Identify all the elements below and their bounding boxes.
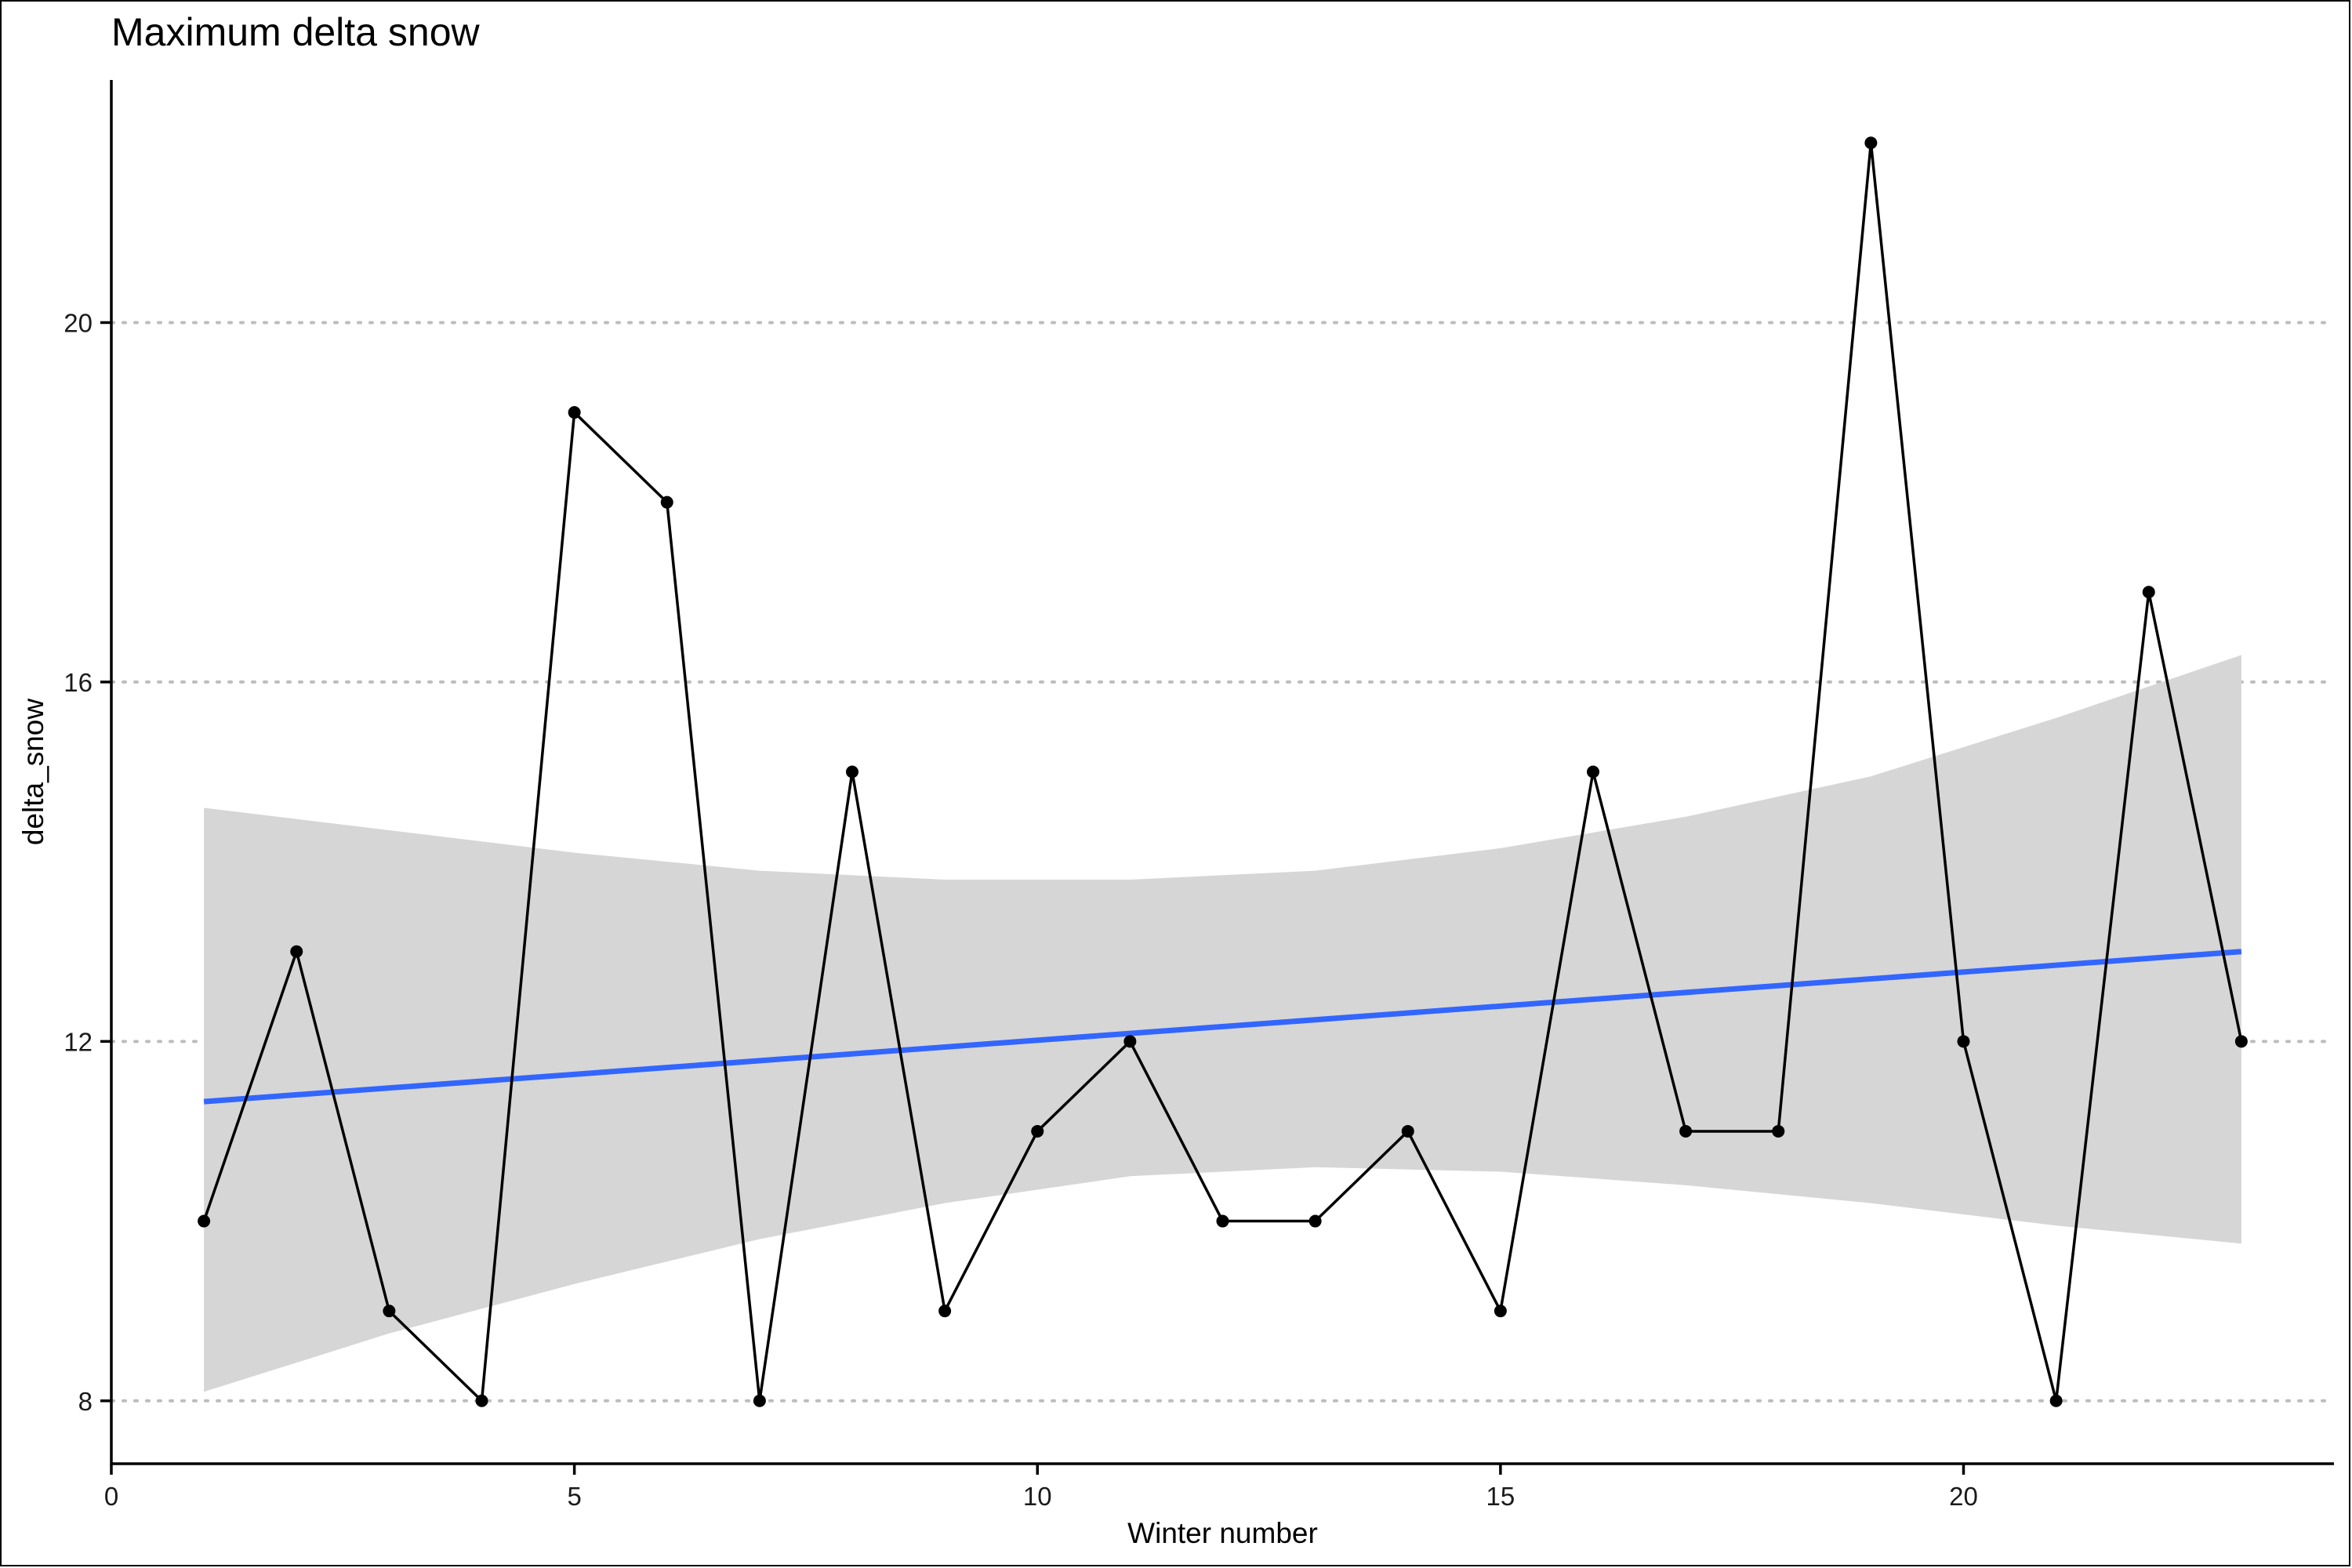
data-point (846, 765, 858, 779)
x-tick-label: 20 (1949, 1482, 1978, 1511)
y-tick-label: 12 (64, 1027, 93, 1056)
data-point (938, 1305, 952, 1318)
data-point (660, 495, 673, 509)
x-tick-label: 10 (1023, 1482, 1052, 1511)
data-point (2142, 586, 2155, 599)
data-point (1216, 1214, 1229, 1228)
y-tick-label: 20 (64, 308, 93, 337)
data-point (2049, 1394, 2063, 1407)
data-point (290, 945, 303, 958)
x-tick-label: 0 (104, 1482, 118, 1511)
data-point (2234, 1035, 2248, 1048)
confidence-band (204, 655, 2241, 1392)
trend-line (203, 949, 2242, 1105)
data-point (198, 1214, 211, 1228)
chart-title: Maximum delta snow (111, 10, 480, 54)
data-point (1864, 136, 1878, 150)
data-point (1401, 1124, 1414, 1138)
data-point (1494, 1305, 1507, 1318)
data-point (1772, 1124, 1785, 1138)
y-tick-label: 8 (78, 1387, 93, 1416)
data-point (1123, 1035, 1137, 1048)
x-tick-label: 15 (1486, 1482, 1515, 1511)
trend-layer (203, 949, 2242, 1105)
data-point (1031, 1124, 1044, 1138)
data-point (1957, 1035, 1970, 1048)
data-point (753, 1394, 766, 1407)
series-layer (198, 136, 2248, 1407)
x-tick-label: 5 (567, 1482, 581, 1511)
data-point (1679, 1124, 1693, 1138)
data-point (1308, 1214, 1322, 1228)
data-point (568, 406, 581, 419)
y-tick-label: 16 (64, 668, 93, 697)
confidence-band-layer (204, 655, 2241, 1392)
data-point (383, 1305, 396, 1318)
data-point (475, 1394, 488, 1407)
x-axis-title: Winter number (1127, 1517, 1318, 1549)
y-axis-title: delta_snow (17, 699, 49, 845)
data-point (1587, 765, 1599, 779)
axis-layer: 0 5 10 15 20 8 12 16 20 (64, 80, 2334, 1511)
